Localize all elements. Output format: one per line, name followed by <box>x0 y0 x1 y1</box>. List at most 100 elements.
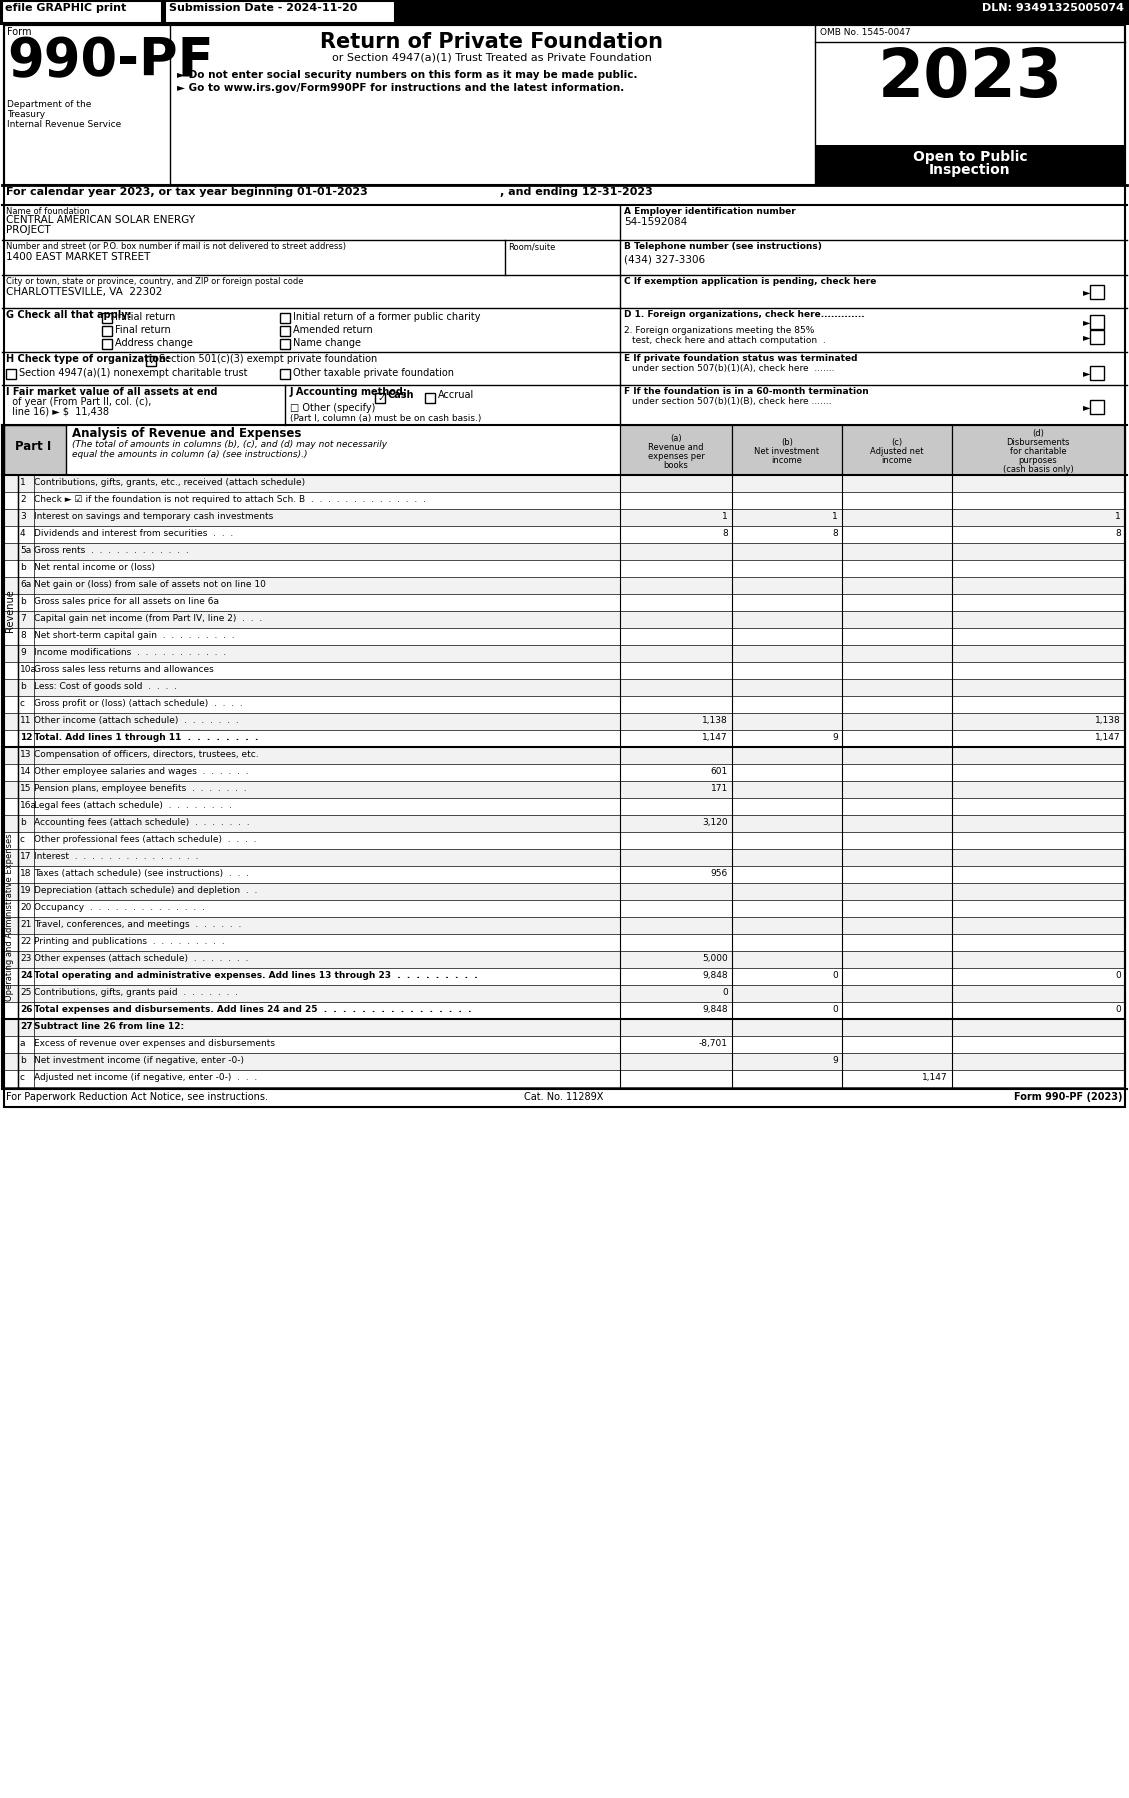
Bar <box>2 1036 1124 1054</box>
Text: c: c <box>20 834 25 843</box>
Text: 1,147: 1,147 <box>1095 734 1121 743</box>
Text: 2023: 2023 <box>877 45 1062 111</box>
Text: 9: 9 <box>832 734 838 743</box>
Bar <box>280 313 290 324</box>
Bar <box>2 611 1124 628</box>
Text: Income modifications  .  .  .  .  .  .  .  .  .  .  .: Income modifications . . . . . . . . . .… <box>34 647 226 656</box>
Bar <box>2 559 1124 577</box>
Bar <box>425 394 435 403</box>
Text: Interest  .  .  .  .  .  .  .  .  .  .  .  .  .  .  .: Interest . . . . . . . . . . . . . . . <box>34 852 199 861</box>
Text: c: c <box>20 699 25 708</box>
Text: PROJECT: PROJECT <box>6 225 51 236</box>
Text: 9: 9 <box>832 1055 838 1064</box>
Text: books: books <box>664 460 689 469</box>
Bar <box>952 424 1124 475</box>
Text: Adjusted net income (if negative, enter -0-)  .  .  .: Adjusted net income (if negative, enter … <box>34 1073 257 1082</box>
Text: 1: 1 <box>723 512 728 521</box>
Text: Net investment income (if negative, enter -0-): Net investment income (if negative, ente… <box>34 1055 244 1064</box>
Text: Gross sales less returns and allowances: Gross sales less returns and allowances <box>34 665 213 674</box>
Text: ► Do not enter social security numbers on this form as it may be made public.: ► Do not enter social security numbers o… <box>177 70 638 79</box>
Text: Other employee salaries and wages  .  .  .  .  .  .: Other employee salaries and wages . . . … <box>34 768 248 777</box>
Text: 8: 8 <box>832 529 838 538</box>
Bar <box>102 340 112 349</box>
Text: 25: 25 <box>20 987 32 998</box>
Text: Treasury: Treasury <box>7 110 45 119</box>
Text: Section 501(c)(3) exempt private foundation: Section 501(c)(3) exempt private foundat… <box>159 354 377 363</box>
Text: 4: 4 <box>20 529 26 538</box>
Bar <box>2 714 1124 730</box>
Text: 18: 18 <box>20 868 32 877</box>
Text: Operating and Administrative Expenses: Operating and Administrative Expenses <box>6 832 15 1001</box>
Text: Final return: Final return <box>115 325 170 334</box>
Text: Name of foundation: Name of foundation <box>6 207 89 216</box>
Text: Department of the: Department of the <box>7 101 91 110</box>
Text: 9,848: 9,848 <box>702 971 728 980</box>
Text: b: b <box>20 563 26 572</box>
Bar <box>2 645 1124 662</box>
Text: ► Go to www.irs.gov/Form990PF for instructions and the latest information.: ► Go to www.irs.gov/Form990PF for instru… <box>177 83 624 93</box>
Bar <box>2 746 1124 764</box>
Text: 27: 27 <box>20 1021 33 1030</box>
Text: Taxes (attach schedule) (see instructions)  .  .  .: Taxes (attach schedule) (see instruction… <box>34 868 250 877</box>
Text: 23: 23 <box>20 955 32 964</box>
Text: (434) 327-3306: (434) 327-3306 <box>624 254 706 264</box>
Text: C If exemption application is pending, check here: C If exemption application is pending, c… <box>624 277 876 286</box>
Text: 6a: 6a <box>20 581 32 590</box>
Text: Gross profit or (loss) (attach schedule)  .  .  .  .: Gross profit or (loss) (attach schedule)… <box>34 699 243 708</box>
Text: 1400 EAST MARKET STREET: 1400 EAST MARKET STREET <box>6 252 150 263</box>
Text: Net rental income or (loss): Net rental income or (loss) <box>34 563 155 572</box>
Text: -8,701: -8,701 <box>699 1039 728 1048</box>
Text: City or town, state or province, country, and ZIP or foreign postal code: City or town, state or province, country… <box>6 277 304 286</box>
Text: DLN: 93491325005074: DLN: 93491325005074 <box>982 4 1124 13</box>
Text: (The total of amounts in columns (b), (c), and (d) may not necessarily: (The total of amounts in columns (b), (c… <box>72 441 387 450</box>
Text: Section 4947(a)(1) nonexempt charitable trust: Section 4947(a)(1) nonexempt charitable … <box>19 369 247 378</box>
Bar <box>2 493 1124 509</box>
Text: 9: 9 <box>20 647 26 656</box>
Text: (d): (d) <box>1032 430 1044 439</box>
Text: Net short-term capital gain  .  .  .  .  .  .  .  .  .: Net short-term capital gain . . . . . . … <box>34 631 235 640</box>
Text: b: b <box>20 1055 26 1064</box>
Text: 0: 0 <box>1115 1005 1121 1014</box>
Text: Total operating and administrative expenses. Add lines 13 through 23  .  .  .  .: Total operating and administrative expen… <box>34 971 478 980</box>
Text: Other professional fees (attach schedule)  .  .  .  .: Other professional fees (attach schedule… <box>34 834 256 843</box>
Bar <box>2 814 1124 832</box>
Text: Analysis of Revenue and Expenses: Analysis of Revenue and Expenses <box>72 426 301 441</box>
Bar <box>2 527 1124 543</box>
Bar <box>2 1001 1124 1019</box>
Text: CENTRAL AMERICAN SOLAR ENERGY: CENTRAL AMERICAN SOLAR ENERGY <box>6 216 195 225</box>
Text: under section 507(b)(1)(A), check here  .......: under section 507(b)(1)(A), check here .… <box>632 363 834 372</box>
Text: expenses per: expenses per <box>648 451 704 460</box>
Text: 11: 11 <box>20 716 32 725</box>
Bar <box>2 985 1124 1001</box>
Text: Revenue: Revenue <box>5 590 15 633</box>
Bar <box>280 369 290 379</box>
Text: b: b <box>20 597 26 606</box>
Text: , and ending 12-31-2023: , and ending 12-31-2023 <box>500 187 653 198</box>
Text: Revenue and: Revenue and <box>648 442 703 451</box>
Text: J Accounting method:: J Accounting method: <box>290 387 408 397</box>
Text: 2. Foreign organizations meeting the 85%: 2. Foreign organizations meeting the 85% <box>624 325 814 334</box>
Text: Cash: Cash <box>388 390 414 399</box>
Text: A Employer identification number: A Employer identification number <box>624 207 796 216</box>
Text: Open to Public: Open to Public <box>912 149 1027 164</box>
Text: Initial return: Initial return <box>115 313 175 322</box>
Text: 5,000: 5,000 <box>702 955 728 964</box>
Text: ►: ► <box>1083 333 1091 342</box>
Text: a: a <box>20 1039 26 1048</box>
Text: For calendar year 2023, or tax year beginning 01-01-2023: For calendar year 2023, or tax year begi… <box>6 187 368 198</box>
Text: 1,147: 1,147 <box>922 1073 948 1082</box>
Bar <box>2 883 1124 901</box>
Bar <box>2 764 1124 780</box>
Bar <box>2 577 1124 593</box>
Text: Inspection: Inspection <box>929 164 1010 176</box>
Bar <box>2 1019 1124 1036</box>
Text: Submission Date - 2024-11-20: Submission Date - 2024-11-20 <box>169 4 358 13</box>
Text: efile GRAPHIC print: efile GRAPHIC print <box>5 4 126 13</box>
Bar <box>2 475 1124 493</box>
Text: 15: 15 <box>20 784 32 793</box>
Text: 10a: 10a <box>20 665 37 674</box>
Bar <box>2 1054 1124 1070</box>
Bar <box>5 424 65 475</box>
Text: Internal Revenue Service: Internal Revenue Service <box>7 120 121 129</box>
Text: 1: 1 <box>832 512 838 521</box>
